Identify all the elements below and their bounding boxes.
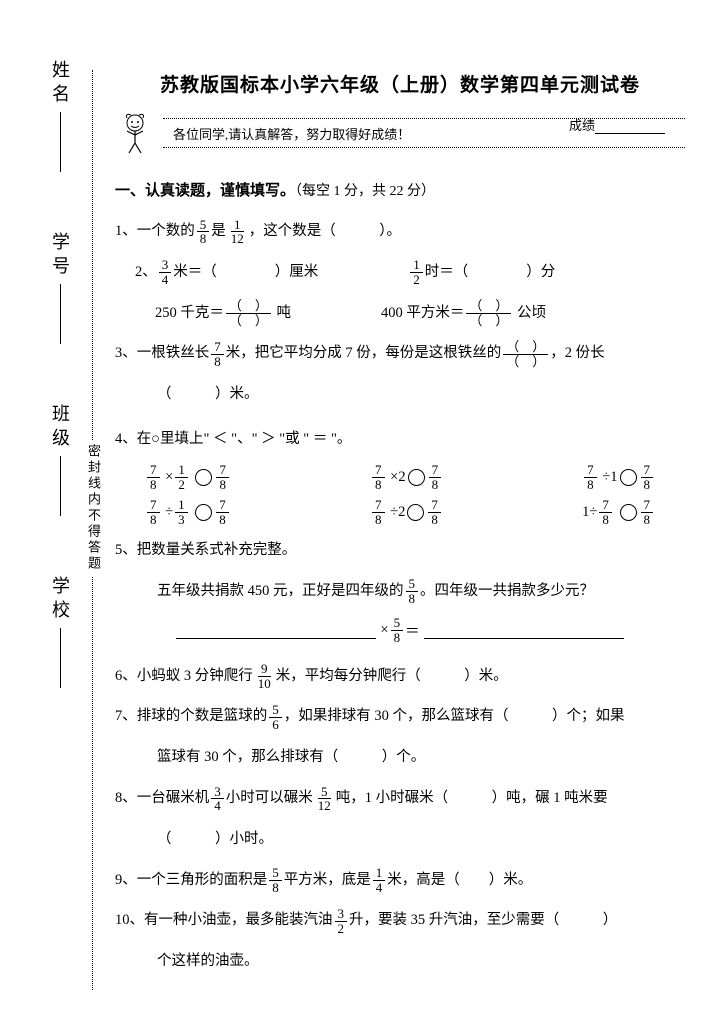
question-6: 6、小蚂蚁 3 分钟爬行910米，平均每分钟爬行（ ）米。: [115, 659, 685, 694]
binding-margin: 姓名 学号 班级 学校: [30, 60, 90, 990]
blank-line: [60, 284, 61, 344]
score-blank: [595, 133, 665, 134]
seal-text: 密封线内不得答题: [84, 440, 103, 576]
question-4-header: 4、在○里填上" ＜ "、" ＞ "或 " ＝ "。: [115, 422, 685, 457]
compare-circle: [195, 504, 212, 521]
side-label-id: 学号: [47, 232, 73, 344]
side-label-name: 姓名: [47, 60, 73, 172]
compare-circle: [620, 504, 637, 521]
side-label-class: 班级: [47, 404, 73, 516]
compare-circle: [407, 504, 424, 521]
subtitle-row: 各位同学,请认真解答，努力取得好成绩！ 成绩: [115, 111, 685, 155]
compare-circle: [620, 469, 637, 486]
blank: [176, 623, 376, 639]
question-8: 8、一台碾米机34小时可以碾米512吨，1 小时碾米（ ）吨，碾 1 吨米要: [115, 781, 685, 816]
question-3: 3、一根铁丝长78米，把它平均分成 7 份，每份是这根铁丝的（ ）（ ），2 份…: [115, 336, 685, 371]
page-title: 苏教版国标本小学六年级（上册）数学第四单元测试卷: [115, 70, 685, 97]
question-10-line2: 个这样的油壶。: [115, 944, 685, 979]
question-3-line2: （ ）米。: [115, 377, 685, 412]
label-text: 学校: [47, 576, 73, 624]
blank: [424, 623, 624, 639]
question-2-line2: 250 千克＝（ ）（ ） 吨 400 平方米＝（ ）（ ） 公顷: [115, 296, 685, 331]
score-label: 成绩: [569, 118, 595, 133]
section-prefix: 一、认真读题，谨慎填写。: [115, 183, 295, 199]
section-1-header: 一、认真读题，谨慎填写。（每空 1 分，共 22 分）: [115, 179, 685, 200]
question-2-line1: 2、34米＝（ ）厘米 12时＝（ ）分: [115, 255, 685, 290]
compare-circle: [195, 469, 212, 486]
page-content: 苏教版国标本小学六年级（上册）数学第四单元测试卷 各位同学,请认真解答，努力取得…: [115, 70, 695, 985]
section-suffix: （每空 1 分，共 22 分）: [295, 184, 435, 199]
question-5-text: 五年级共捐款 450 元，正好是四年级的58。四年级一共捐款多少元？: [115, 574, 685, 609]
label-text: 姓名: [47, 60, 73, 108]
fraction: 58: [197, 218, 210, 246]
label-text: 班级: [47, 404, 73, 452]
question-1: 1、一个数的58是112，这个数是（ ）。: [115, 214, 685, 249]
blank-line: [60, 112, 61, 172]
mascot-icon: [115, 111, 155, 155]
fraction: 112: [228, 218, 247, 246]
blank-line: [60, 628, 61, 688]
question-5-header: 5、把数量关系式补充完整。: [115, 533, 685, 568]
subtitle-text: 各位同学,请认真解答，努力取得好成绩！: [173, 124, 410, 143]
compare-circle: [408, 469, 425, 486]
question-4-row1: 78 ×12 78 78 ×278 78 ÷178: [115, 463, 685, 492]
question-7-line2: 篮球有 30 个，那么排球有（ ）个。: [115, 740, 685, 775]
question-7: 7、排球的个数是篮球的56，如果排球有 30 个，那么篮球有（ ）个；如果: [115, 699, 685, 734]
blank-line: [60, 456, 61, 516]
question-4-row2: 78 ÷13 78 78 ÷278 1÷78 78: [115, 498, 685, 527]
label-text: 学号: [47, 232, 73, 280]
question-5-equation: × 58 ＝: [115, 616, 685, 644]
score-field: 成绩: [569, 115, 665, 134]
question-9: 9、一个三角形的面积是58平方米，底是14米，高是（ ）米。: [115, 863, 685, 898]
question-10: 10、有一种小油壶，最多能装汽油32升，要装 35 升汽油，至少需要（ ）: [115, 903, 685, 938]
question-8-line2: （ ）小时。: [115, 822, 685, 857]
side-label-school: 学校: [47, 576, 73, 688]
